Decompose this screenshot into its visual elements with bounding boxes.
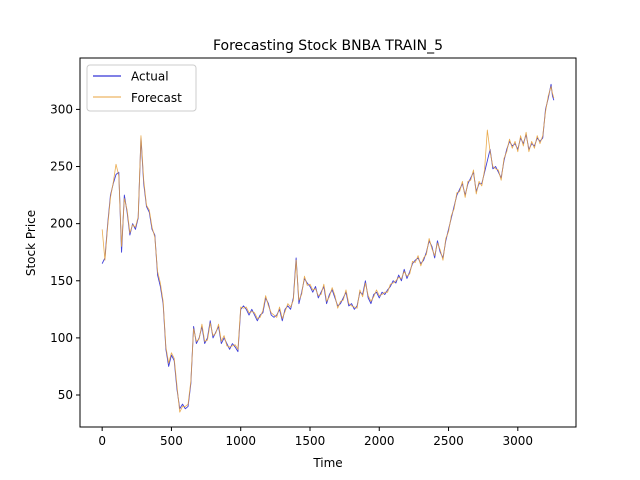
x-tick-label: 1500 bbox=[295, 434, 326, 448]
x-tick-label: 0 bbox=[98, 434, 106, 448]
x-tick-label: 1000 bbox=[225, 434, 256, 448]
y-axis-title: Stock Price bbox=[24, 210, 38, 276]
x-axis: 0 500 1000 1500 2000 2500 3000 bbox=[98, 427, 533, 448]
y-tick-label: 300 bbox=[50, 102, 73, 116]
x-tick-label: 500 bbox=[160, 434, 183, 448]
x-tick-label: 3000 bbox=[503, 434, 534, 448]
series-layer bbox=[101, 83, 555, 413]
y-tick-label: 100 bbox=[50, 331, 73, 345]
legend-label-forecast: Forecast bbox=[131, 91, 182, 105]
x-tick-label: 2500 bbox=[433, 434, 464, 448]
series-line-forecast bbox=[101, 86, 555, 413]
y-tick-label: 50 bbox=[58, 388, 73, 402]
x-tick-label: 2000 bbox=[364, 434, 395, 448]
plot-area bbox=[101, 83, 555, 413]
y-tick-label: 150 bbox=[50, 274, 73, 288]
x-axis-title: Time bbox=[312, 456, 342, 470]
y-tick-label: 200 bbox=[50, 217, 73, 231]
legend-label-actual: Actual bbox=[131, 70, 169, 84]
y-tick-label: 250 bbox=[50, 160, 73, 174]
plot-frame bbox=[79, 57, 577, 428]
y-axis: 50 100 150 200 250 300 bbox=[50, 102, 80, 402]
chart-title: Forecasting Stock BNBA TRAIN_5 bbox=[213, 38, 443, 54]
legend: Actual Forecast bbox=[86, 64, 197, 112]
